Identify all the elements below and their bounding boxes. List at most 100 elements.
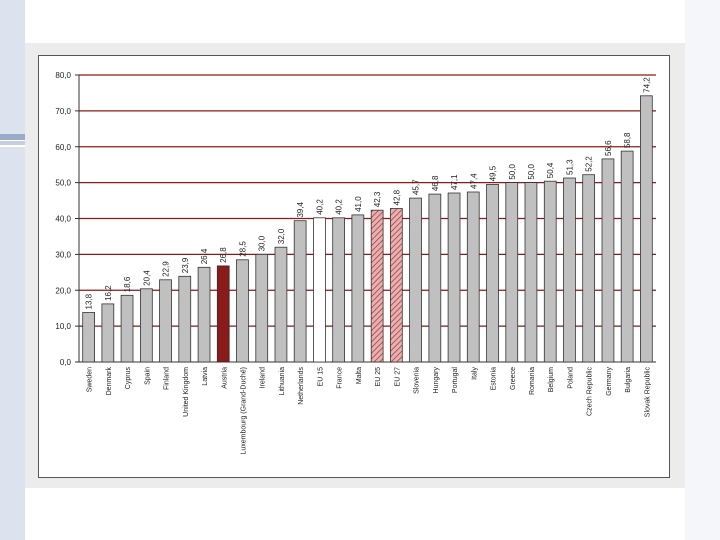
y-tick-label: 20,0 (55, 286, 71, 295)
value-label: 47,4 (469, 173, 478, 189)
bar-eu-15 (313, 217, 326, 363)
bar-cyprus (120, 294, 134, 363)
value-label: 74,2 (642, 77, 651, 93)
value-label: 20,4 (142, 270, 151, 286)
category-label: EU 15 (317, 367, 324, 387)
category-label: Sweden (87, 367, 94, 392)
category-label: Netherlands (298, 367, 305, 405)
value-label: 52,2 (585, 156, 594, 172)
y-tick-label: 60,0 (55, 143, 71, 152)
value-label: 47,1 (450, 174, 459, 190)
bar-czech-republic (582, 174, 596, 363)
y-tick-label: 30,0 (55, 250, 71, 259)
category-label: Lithuania (279, 367, 286, 396)
category-label: Austria (221, 367, 228, 389)
category-label: Malta (356, 367, 363, 384)
value-label: 45,7 (412, 179, 421, 195)
axes (78, 75, 656, 363)
bar-denmark (101, 303, 115, 363)
bar-portugal (447, 192, 461, 363)
category-label: Germany (606, 367, 613, 396)
value-label: 32,0 (277, 228, 286, 244)
bar-latvia (197, 266, 211, 363)
bar-luxembourg-grand-duch (236, 259, 249, 363)
category-label: Finland (164, 367, 171, 390)
category-label: United Kingdom (183, 367, 190, 417)
bar-malta (351, 214, 365, 363)
value-label: 23,9 (181, 257, 190, 273)
category-label: Greece (510, 367, 517, 390)
category-label: Latvia (202, 367, 209, 386)
bar-germany (601, 158, 615, 363)
bar-eu-27 (389, 208, 403, 363)
bar-italy (466, 191, 480, 363)
category-label: Bulgaria (625, 367, 632, 393)
category-label: Portugal (452, 367, 459, 394)
bar-france (332, 217, 346, 363)
category-label: Ireland (260, 367, 267, 389)
bar-sweden (82, 312, 95, 363)
y-tick-label: 80,0 (55, 71, 71, 80)
category-label: Poland (567, 367, 574, 389)
category-label: Cyprus (125, 367, 132, 390)
value-label: 40,2 (315, 199, 324, 215)
category-label: Belgium (548, 367, 555, 392)
value-label: 42,3 (373, 191, 382, 207)
bar-hungary (428, 193, 442, 363)
category-label: Slovak Republic (644, 367, 651, 418)
bars (82, 95, 653, 363)
value-label: 50,0 (527, 164, 536, 180)
value-label: 40,2 (335, 199, 344, 215)
category-label: Italy (471, 367, 478, 380)
y-tick-label: 50,0 (55, 179, 71, 188)
value-labels: 13,8 16,2 18,6 20,4 22,9 23,9 26,4 26,8 28,5 30,0… (85, 77, 652, 310)
value-label: 42,8 (392, 189, 401, 205)
value-label: 49,5 (489, 165, 498, 181)
bar-spain (139, 288, 153, 363)
value-label: 13,8 (85, 293, 94, 309)
value-label: 56,6 (604, 140, 613, 156)
bar-slovenia (409, 197, 422, 363)
category-label: EU 25 (375, 367, 382, 387)
category-labels: Sweden Denmark Cyprus Spain Finland United Ki… (87, 367, 652, 455)
bar-belgium (543, 180, 557, 363)
bar-poland (563, 177, 576, 363)
y-tick-label: 10,0 (55, 322, 71, 331)
slide-left-band-lower (0, 147, 25, 540)
gridlines (79, 74, 656, 327)
value-label: 51,3 (565, 159, 574, 175)
value-label: 46,8 (431, 175, 440, 191)
value-label: 22,9 (162, 261, 171, 277)
bar-austria (216, 265, 230, 363)
category-label: Hungary (433, 367, 440, 394)
bar-united-kingdom (178, 275, 192, 363)
bar-slovak-republic (640, 95, 653, 363)
y-axis-ticks: 0,0 10,0 20,0 30,0 40,0 50,0 60,0 70,0 80,0 (55, 71, 79, 367)
value-label: 50,4 (546, 162, 555, 178)
value-label: 41,0 (354, 196, 363, 212)
category-label: France (337, 367, 344, 389)
slide-left-band (0, 0, 25, 135)
category-label: Czech Republic (587, 367, 594, 417)
value-label: 26,4 (200, 248, 209, 264)
value-label: 28,5 (238, 241, 247, 257)
value-label: 50,0 (508, 164, 517, 180)
y-tick-label: 70,0 (55, 107, 71, 116)
value-label: 30,0 (258, 235, 267, 251)
bar-finland (159, 279, 172, 363)
category-label: Denmark (106, 367, 113, 396)
bar-romania (524, 182, 538, 363)
value-label: 16,2 (104, 285, 113, 301)
y-tick-label: 0,0 (60, 358, 72, 367)
bar-eu-25 (370, 209, 384, 363)
bar-bulgaria (620, 150, 634, 363)
y-tick-label: 40,0 (55, 215, 71, 224)
bar-netherlands (293, 220, 307, 363)
category-label: Luxembourg (Grand-Duché) (240, 367, 247, 455)
slide-right-band (685, 0, 720, 540)
value-label: 26,8 (219, 247, 228, 263)
category-label: Spain (144, 367, 151, 385)
value-label: 18,6 (123, 276, 132, 292)
value-label: 39,4 (296, 202, 305, 218)
